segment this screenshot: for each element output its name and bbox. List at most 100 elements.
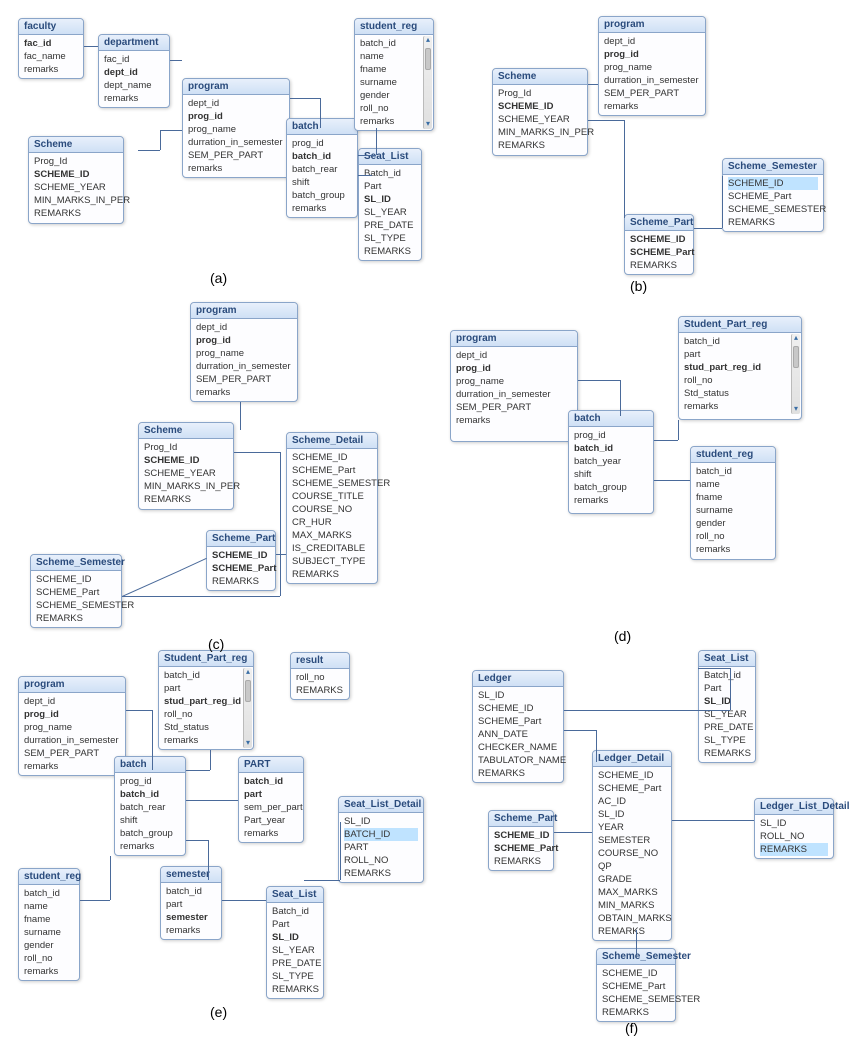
relation-edge xyxy=(186,770,210,771)
field: roll_no xyxy=(164,708,241,721)
relation-edge xyxy=(138,150,160,151)
entity-header: Ledger_List_Detail xyxy=(755,799,833,815)
field: gender xyxy=(360,89,421,102)
field: part xyxy=(164,682,241,695)
field: remarks xyxy=(104,92,164,105)
relation-edge xyxy=(110,856,111,900)
field: remarks xyxy=(696,543,770,556)
scrollbar[interactable]: ▴▾ xyxy=(423,36,432,129)
entity-header: Scheme_Part xyxy=(625,215,693,231)
field: MIN_MARKS_IN_PER xyxy=(34,194,118,207)
field: remarks xyxy=(574,494,648,507)
field: MIN_MARKS_IN_PER xyxy=(498,126,582,139)
subfigure-label-f: (f) xyxy=(625,1020,638,1036)
field: name xyxy=(696,478,770,491)
field: Batch_id xyxy=(364,167,416,180)
field: sem_per_part xyxy=(244,801,298,814)
entity-e_sldetail: Seat_List_DetailSL_IDBATCH_IDPARTROLL_NO… xyxy=(338,796,424,883)
field: SL_ID xyxy=(344,815,418,828)
field: remarks xyxy=(24,760,120,773)
field: ROLL_NO xyxy=(760,830,828,843)
field: batch_id xyxy=(574,442,648,455)
field: fname xyxy=(360,63,421,76)
relation-edge xyxy=(280,452,281,596)
field: TABULATOR_NAME xyxy=(478,754,558,767)
field: SEM_PER_PART xyxy=(188,149,284,162)
field: remarks xyxy=(604,100,700,113)
field: batch_id xyxy=(166,885,216,898)
entity-header: student_reg xyxy=(19,869,79,885)
entity-c_semester: Scheme_SemesterSCHEME_IDSCHEME_PartSCHEM… xyxy=(30,554,122,628)
field: fac_id xyxy=(104,53,164,66)
field: batch_id xyxy=(292,150,352,163)
entity-e_seatlist: Seat_ListBatch_idPartSL_IDSL_YEARPRE_DAT… xyxy=(266,886,324,999)
relation-edge xyxy=(240,402,241,430)
field: prog_id xyxy=(188,110,284,123)
relation-edge xyxy=(620,380,621,416)
field: fname xyxy=(24,913,74,926)
field: MAX_MARKS xyxy=(292,529,372,542)
field: batch_id xyxy=(164,669,241,682)
field: REMARKS xyxy=(144,493,228,506)
entity-f_ldetail: Ledger_DetailSCHEME_IDSCHEME_PartAC_IDSL… xyxy=(592,750,672,941)
field: batch_id xyxy=(120,788,180,801)
relation-edge xyxy=(722,176,723,228)
relation-edge xyxy=(678,420,679,440)
field: SCHEME_Part xyxy=(728,190,818,203)
field: semester xyxy=(166,911,216,924)
relation-edge xyxy=(698,668,730,669)
entity-a_faculty: facultyfac_idfac_nameremarks xyxy=(18,18,84,79)
entity-e_partreg: Student_Part_regbatch_idpartstud_part_re… xyxy=(158,650,254,750)
field: SL_ID xyxy=(272,931,318,944)
entity-header: faculty xyxy=(19,19,83,35)
field: prog_id xyxy=(24,708,120,721)
field: name xyxy=(24,900,74,913)
field: SCHEME_Part xyxy=(598,782,666,795)
field: prog_id xyxy=(292,137,352,150)
diagram-canvas: facultyfac_idfac_nameremarksdepartmentfa… xyxy=(10,10,840,1050)
relation-edge xyxy=(588,84,598,85)
field: batch_group xyxy=(292,189,352,202)
field: QP xyxy=(598,860,666,873)
scrollbar[interactable]: ▴▾ xyxy=(243,668,252,748)
field: shift xyxy=(292,176,352,189)
relation-edge xyxy=(730,668,731,710)
relation-edge xyxy=(122,570,180,597)
relation-edge xyxy=(160,130,182,131)
scrollbar[interactable]: ▴▾ xyxy=(791,334,800,414)
field: prog_id xyxy=(456,362,572,375)
field: remarks xyxy=(24,965,74,978)
field: prog_id xyxy=(196,334,292,347)
entity-header: program xyxy=(183,79,289,95)
relation-edge xyxy=(84,46,98,47)
relation-edge xyxy=(624,120,625,218)
relation-edge xyxy=(564,730,596,731)
relation-edge xyxy=(564,710,730,711)
entity-a_studreg: student_regbatch_idnamefnamesurnamegende… xyxy=(354,18,434,131)
field: roll_no xyxy=(360,102,421,115)
entity-a_dept: departmentfac_iddept_iddept_nameremarks xyxy=(98,34,170,108)
field: batch_id xyxy=(24,887,74,900)
field: prog_name xyxy=(188,123,284,136)
field: Std_status xyxy=(164,721,241,734)
field: SCHEME_SEMESTER xyxy=(36,599,116,612)
field: REMARKS xyxy=(728,216,818,229)
field: prog_name xyxy=(456,375,572,388)
field: batch_rear xyxy=(120,801,180,814)
entity-header: Scheme xyxy=(493,69,587,85)
field: prog_name xyxy=(196,347,292,360)
field: roll_no xyxy=(684,374,789,387)
field: remarks xyxy=(292,202,352,215)
field: REMARKS xyxy=(36,612,116,625)
entity-header: program xyxy=(19,677,125,693)
field: SCHEME_ID xyxy=(630,233,688,246)
field: SL_ID xyxy=(364,193,416,206)
entity-header: student_reg xyxy=(355,19,433,35)
relation-edge xyxy=(222,900,266,901)
field: SL_ID xyxy=(704,695,750,708)
field: fname xyxy=(696,491,770,504)
entity-f_lldetail: Ledger_List_DetailSL_IDROLL_NOREMARKS xyxy=(754,798,834,859)
field: prog_name xyxy=(604,61,700,74)
entity-b_scheme: SchemeProg_IdSCHEME_IDSCHEME_YEARMIN_MAR… xyxy=(492,68,588,156)
entity-header: batch xyxy=(115,757,185,773)
